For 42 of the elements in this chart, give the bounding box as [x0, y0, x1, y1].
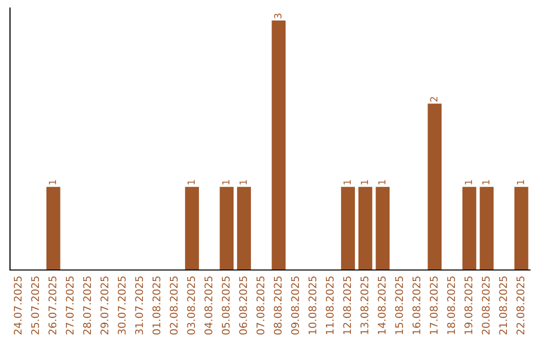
data-label: 1	[222, 180, 230, 184]
x-tick-label: 11.08.2025	[326, 276, 334, 334]
x-tick-label: 27.07.2025	[66, 276, 74, 334]
data-label: 3	[274, 14, 282, 18]
data-label: 1	[360, 180, 368, 184]
data-label: 1	[464, 180, 472, 184]
x-tick-label: 24.07.2025	[14, 276, 22, 334]
x-tick-label: 22.08.2025	[516, 276, 524, 334]
x-tick-label: 25.07.2025	[31, 276, 40, 334]
data-label: 1	[516, 180, 524, 184]
data-label: 1	[482, 180, 490, 184]
x-tick-label: 15.08.2025	[395, 276, 404, 334]
data-label: 1	[344, 180, 351, 184]
x-tick-label: 03.08.2025	[187, 276, 196, 335]
x-tick-label: 16.08.2025	[412, 276, 420, 334]
x-tick-label: 28.07.2025	[83, 276, 92, 334]
x-tick-label: 08.08.2025	[274, 276, 282, 335]
x-tick-label: 01.08.2025	[152, 276, 160, 335]
x-tick-label: 18.08.2025	[447, 276, 456, 334]
x-tick-label: 09.08.2025	[291, 276, 300, 335]
x-tick-label: 26.07.2025	[48, 276, 56, 334]
x-tick-label: 29.07.2025	[100, 276, 108, 334]
data-label: 1	[378, 180, 386, 184]
x-tick-label: 31.07.2025	[135, 276, 144, 334]
x-tick-label: 30.07.2025	[118, 276, 126, 334]
x-tick-label: 06.08.2025	[239, 276, 248, 335]
x-tick-label: 13.08.2025	[360, 276, 368, 334]
x-tick-label: 07.08.2025	[256, 276, 264, 335]
x-tick-label: 14.08.2025	[378, 276, 386, 334]
x-tick-label: 10.08.2025	[308, 276, 316, 334]
data-label: 1	[240, 180, 247, 184]
data-label: 1	[48, 180, 56, 184]
x-tick-label: 20.08.2025	[482, 276, 490, 334]
x-tick-label: 04.08.2025	[204, 276, 212, 335]
x-tick-label: 19.08.2025	[464, 276, 472, 334]
x-tick-label: 21.08.2025	[499, 276, 508, 334]
x-tick-label: 05.08.2025	[222, 276, 230, 335]
x-tick-label: 02.08.2025	[170, 276, 178, 335]
x-tick-label: 17.08.2025	[430, 276, 438, 334]
data-label: 1	[188, 180, 195, 184]
data-label: 2	[430, 97, 438, 102]
x-tick-label: 12.08.2025	[343, 276, 352, 334]
